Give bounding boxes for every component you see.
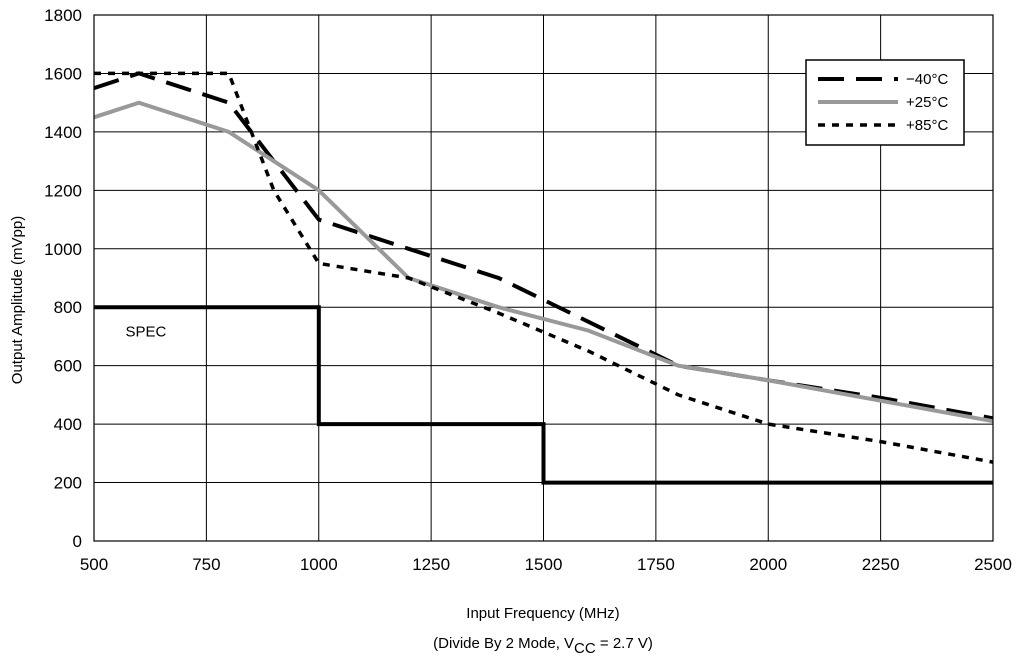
subcaption-subscript: CC	[574, 640, 596, 657]
grid	[93, 14, 994, 542]
spec-annotation: SPEC	[125, 323, 166, 340]
x-tick-label: 2000	[749, 555, 787, 574]
series-line	[94, 71, 994, 464]
x-tick-label: 1750	[637, 555, 675, 574]
x-tick-label: 2250	[862, 555, 900, 574]
plot-frame	[93, 14, 994, 542]
x-tick-label: 1000	[300, 555, 338, 574]
series-lines	[93, 71, 994, 485]
subcaption-suffix: = 2.7 V)	[596, 635, 653, 652]
legend-label: −40°C	[906, 71, 948, 88]
y-tick-label: 1000	[44, 240, 82, 259]
y-tick-label: 1400	[44, 123, 82, 142]
annotations: SPEC	[125, 323, 166, 340]
legend: −40°C +25°C +85°C	[805, 59, 965, 146]
y-tick-label: 1200	[44, 181, 82, 200]
x-tick-label: 500	[80, 555, 108, 574]
x-tick-label: 1250	[412, 555, 450, 574]
y-tick-label: 1600	[44, 64, 82, 83]
legend-label: +25°C	[906, 94, 948, 111]
axes: 500 750 1000 1250 1500 1750 2000 2250 2500 0 200 40…	[44, 6, 1012, 574]
y-axis-title: Output Amplitude (mVpp)	[9, 216, 26, 384]
x-tick-label: 1500	[525, 555, 563, 574]
y-tick-label: 400	[54, 415, 82, 434]
x-axis-subcaption: (Divide By 2 Mode, VCC = 2.7 V)	[433, 635, 653, 657]
y-tick-label: 800	[54, 298, 82, 317]
series-line	[94, 305, 993, 485]
x-tick-label: 750	[192, 555, 220, 574]
y-tick-label: 1800	[44, 6, 82, 25]
legend-label: +85°C	[906, 117, 948, 134]
y-tick-label: 600	[54, 357, 82, 376]
series-line	[93, 100, 994, 424]
subcaption-prefix: (Divide By 2 Mode, V	[433, 635, 574, 652]
y-tick-label: 0	[73, 532, 82, 551]
x-axis-title: Input Frequency (MHz)	[466, 605, 619, 622]
x-tick-label: 2500	[974, 555, 1012, 574]
y-tick-label: 200	[54, 474, 82, 493]
